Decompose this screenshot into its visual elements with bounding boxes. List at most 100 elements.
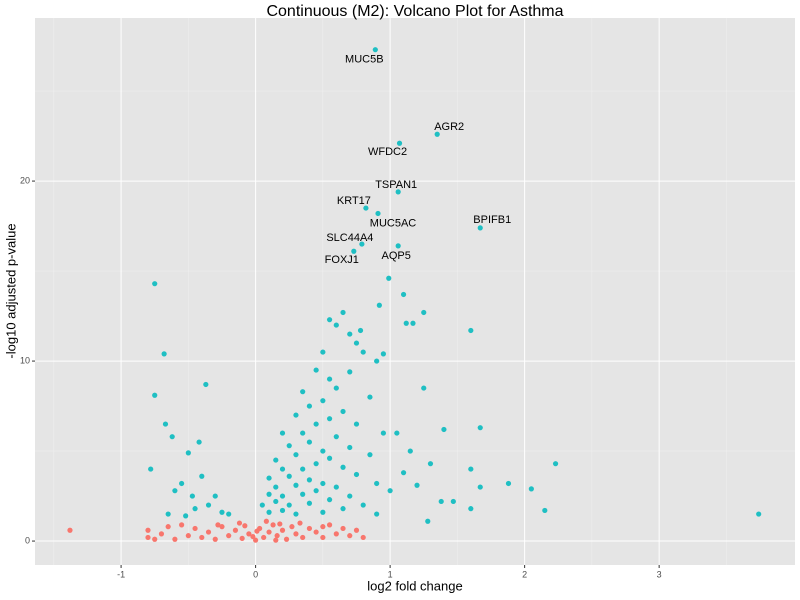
- point: [266, 509, 272, 515]
- point-label: TSPAN1: [375, 179, 417, 191]
- point: [286, 473, 292, 479]
- point-label: KRT17: [337, 195, 371, 207]
- point: [380, 430, 386, 436]
- labeled-point: [359, 241, 365, 247]
- point: [347, 533, 353, 539]
- point: [199, 473, 205, 479]
- point-label: SLC44A4: [326, 232, 373, 244]
- point: [353, 527, 360, 533]
- point: [441, 426, 447, 433]
- point: [219, 509, 225, 515]
- point: [333, 322, 339, 328]
- point: [286, 502, 292, 508]
- point: [165, 524, 171, 530]
- point: [277, 521, 283, 527]
- point: [340, 506, 346, 512]
- point: [400, 291, 407, 298]
- point: [205, 529, 212, 535]
- point: [387, 488, 393, 494]
- x-tick-label: 3: [657, 569, 662, 579]
- labeled-point: [434, 131, 440, 137]
- labeled-point: [396, 140, 403, 146]
- point: [192, 525, 198, 532]
- point: [380, 351, 386, 357]
- x-tick-label: -1: [117, 569, 125, 579]
- point: [172, 488, 178, 494]
- point: [340, 525, 346, 532]
- y-axis-label: -log10 adjusted p-value: [3, 223, 18, 358]
- points: [67, 47, 762, 543]
- point-label: MUC5B: [345, 54, 384, 66]
- point: [421, 309, 427, 316]
- point: [403, 320, 409, 326]
- point: [179, 522, 185, 528]
- point: [212, 536, 218, 542]
- point: [313, 461, 319, 467]
- point: [326, 497, 333, 503]
- point: [386, 275, 392, 281]
- point: [360, 502, 366, 508]
- point: [266, 475, 272, 481]
- point: [283, 536, 290, 542]
- point: [196, 439, 202, 445]
- point: [246, 531, 252, 537]
- point-label: WFDC2: [368, 146, 407, 158]
- point: [421, 385, 427, 391]
- point: [333, 434, 339, 440]
- point: [313, 529, 319, 535]
- point: [266, 529, 272, 535]
- point: [183, 513, 189, 519]
- point: [250, 533, 256, 540]
- point: [542, 507, 548, 514]
- point: [306, 477, 313, 483]
- point: [289, 524, 295, 530]
- point-label: BPIFB1: [473, 214, 511, 226]
- point: [158, 531, 165, 537]
- point: [185, 450, 191, 456]
- point: [145, 534, 151, 541]
- point: [313, 421, 319, 427]
- point: [425, 518, 431, 524]
- point: [326, 416, 333, 422]
- y-tick-label: 20: [20, 175, 30, 185]
- point-label: MUC5AC: [370, 217, 417, 229]
- point: [293, 531, 299, 537]
- point: [306, 525, 313, 532]
- point: [427, 461, 434, 467]
- point: [279, 507, 286, 514]
- point: [215, 522, 221, 528]
- labeled-point: [395, 189, 401, 195]
- point: [279, 527, 286, 533]
- point: [259, 502, 265, 508]
- point: [162, 421, 169, 427]
- point: [219, 524, 225, 530]
- point: [306, 439, 313, 445]
- point: [407, 448, 413, 454]
- point-label: FOXJ1: [325, 254, 359, 266]
- point: [450, 498, 456, 505]
- point: [326, 522, 333, 528]
- point: [333, 484, 339, 490]
- point: [145, 527, 151, 533]
- point: [367, 394, 373, 400]
- point: [320, 448, 326, 454]
- point: [357, 327, 364, 334]
- point: [340, 464, 346, 470]
- point: [400, 470, 407, 476]
- point: [169, 434, 175, 440]
- point: [468, 466, 474, 472]
- y-tick-label: 0: [25, 535, 30, 545]
- point: [152, 281, 158, 287]
- point: [347, 493, 353, 499]
- point: [261, 534, 267, 541]
- point: [528, 486, 534, 492]
- point: [253, 537, 259, 543]
- point: [347, 444, 353, 451]
- y-tick-label: 10: [20, 355, 30, 365]
- point: [394, 430, 400, 436]
- plot-panel: [35, 18, 795, 565]
- point: [286, 443, 292, 449]
- point: [300, 430, 306, 436]
- point: [300, 491, 306, 497]
- point: [189, 493, 195, 499]
